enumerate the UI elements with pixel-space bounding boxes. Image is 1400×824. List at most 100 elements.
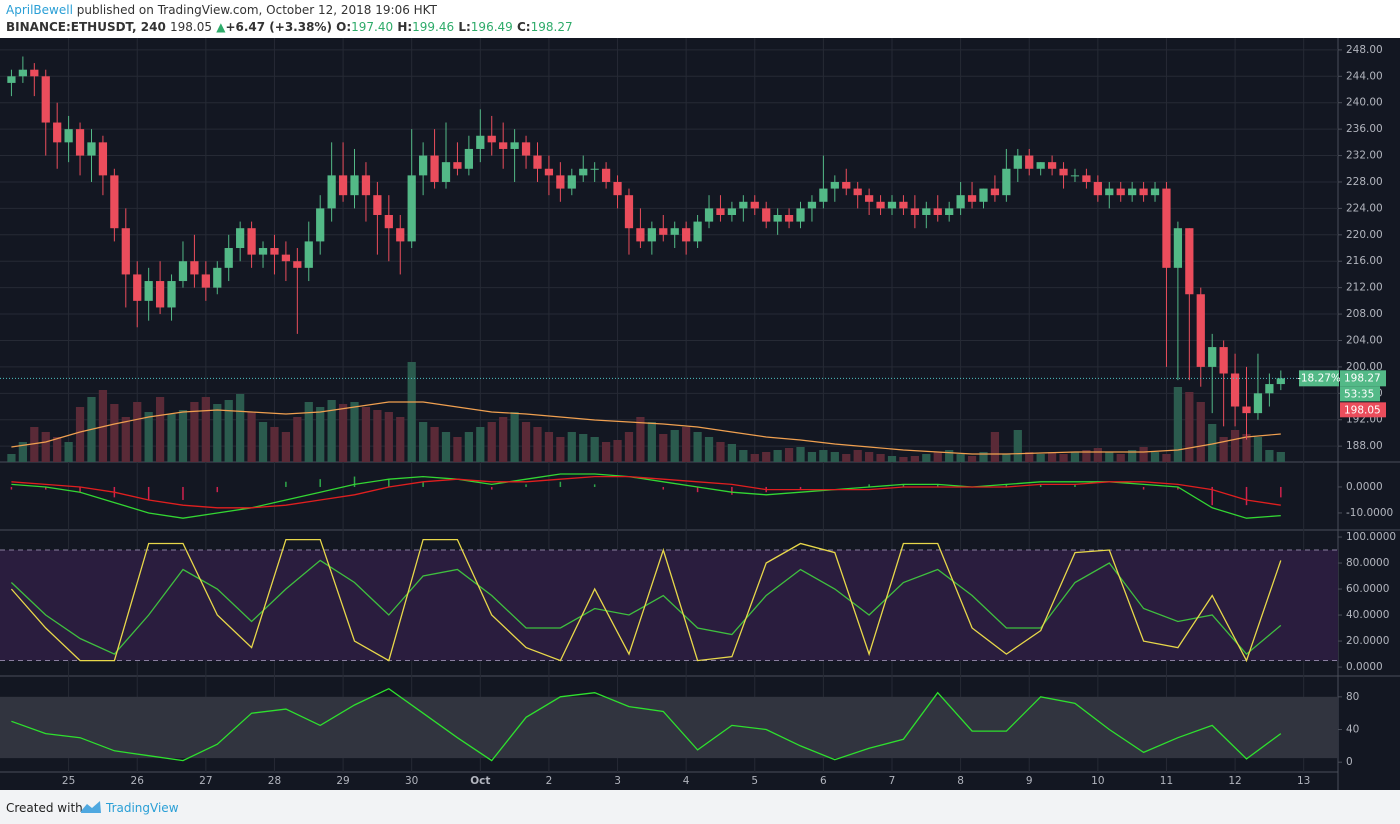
macd-line: [11, 473, 1281, 519]
candle-body: [579, 168, 588, 176]
candle-body: [521, 142, 531, 156]
signal-line: [11, 475, 1281, 509]
candle-body: [270, 248, 279, 255]
candle-body: [327, 175, 336, 209]
change-label: -18.27%: [1297, 372, 1341, 384]
candle-body: [819, 188, 828, 202]
countdown: 53:35: [1344, 388, 1374, 400]
volume-bar: [693, 432, 702, 462]
candle-body: [1196, 294, 1205, 367]
volume-ma: [11, 401, 1281, 455]
candle-body: [407, 175, 416, 242]
volume-bar: [647, 422, 656, 462]
ohlc-key: C:: [516, 20, 531, 34]
candle-body: [1162, 188, 1171, 268]
candle-body: [1276, 378, 1285, 385]
candle-body: [590, 168, 599, 170]
candle-body: [624, 195, 634, 229]
candle-body: [133, 274, 142, 301]
candle-body: [98, 142, 108, 176]
candle-body: [876, 201, 885, 209]
x-tick-label: 30: [405, 775, 418, 787]
candle-body: [865, 195, 874, 202]
volume-bar: [64, 442, 73, 462]
candle-body: [144, 281, 153, 301]
x-tick-label: 6: [820, 775, 827, 787]
volume-bar: [1047, 452, 1057, 462]
candle-body: [1047, 162, 1057, 169]
candle-body: [979, 188, 988, 202]
volume-bar: [270, 427, 279, 462]
volume-bar: [247, 412, 256, 462]
y-tick-label: 20.0000: [1346, 635, 1389, 647]
candle-body: [910, 208, 919, 215]
x-tick-label: 29: [336, 775, 349, 787]
x-tick-label: 10: [1091, 775, 1104, 787]
band: [0, 696, 1338, 759]
volume-bar: [396, 417, 405, 462]
symbol-line: BINANCE:ETHUSDT, 240 198.05 ▲+6.47 (+3.3…: [6, 20, 573, 34]
candle-body: [167, 281, 176, 308]
x-tick-label: 7: [889, 775, 896, 787]
candle-body: [762, 208, 771, 222]
x-tick-label: 28: [268, 775, 281, 787]
candle-body: [338, 175, 348, 196]
candle-body: [441, 162, 451, 182]
candle-body: [213, 267, 222, 288]
candle-body: [716, 208, 725, 215]
candle-body: [1253, 393, 1263, 414]
x-tick-label: 13: [1297, 775, 1310, 787]
volume-bar: [704, 437, 714, 462]
ohlc-key: L:: [458, 20, 471, 34]
y-tick-label: 236.00: [1346, 123, 1383, 135]
x-tick-label: 5: [751, 775, 758, 787]
stoch-k-line: [10, 538, 1282, 663]
candle-body: [750, 201, 759, 209]
x-tick-label: 9: [1026, 775, 1033, 787]
volume-bar: [1070, 452, 1080, 462]
volume-bar: [499, 417, 508, 462]
volume-bar: [430, 427, 439, 462]
price-tag: [1340, 370, 1386, 387]
candle-body: [247, 228, 256, 255]
price: 198.05: [170, 20, 213, 34]
candle-body: [945, 208, 954, 215]
x-tick-label: 2: [546, 775, 553, 787]
volume-bar: [1219, 437, 1228, 462]
author[interactable]: AprilBewell: [6, 3, 73, 17]
ohlc-value: 196.49: [470, 20, 513, 34]
bid-tag: [1340, 402, 1386, 418]
candle-body: [155, 281, 165, 308]
volume-bar: [853, 450, 862, 462]
volume-bar: [876, 454, 885, 462]
y-tick-label: -10.0000: [1346, 507, 1393, 519]
volume-bar: [1173, 387, 1183, 462]
volume-bar: [624, 432, 634, 462]
volume-bar: [636, 417, 645, 462]
volume-bar: [7, 454, 16, 462]
header: AprilBewell published on TradingView.com…: [0, 0, 1400, 38]
candle-body: [647, 228, 656, 242]
volume-bar: [1253, 437, 1263, 462]
candle-body: [201, 274, 210, 288]
x-tick-label: 27: [199, 775, 212, 787]
candle-body: [784, 214, 794, 222]
brand[interactable]: TradingView: [106, 801, 179, 815]
created-with: Created with: [6, 801, 83, 815]
candle-body: [1242, 406, 1251, 414]
volume-bar: [819, 450, 828, 462]
volume-bar: [842, 454, 851, 462]
y-tick-label: 0.0000: [1346, 481, 1383, 493]
volume-bar: [922, 454, 931, 462]
volume-bar: [899, 457, 908, 462]
candle-body: [1002, 168, 1011, 196]
candle-body: [556, 175, 565, 189]
last-price: 198.27: [1344, 372, 1381, 384]
volume-bar: [350, 402, 359, 462]
volume-bar: [1265, 450, 1274, 462]
volume-bar: [1116, 454, 1125, 462]
volume-bar: [316, 407, 325, 462]
y-tick-label: 240.00: [1346, 97, 1383, 109]
candle-body: [1025, 155, 1034, 169]
